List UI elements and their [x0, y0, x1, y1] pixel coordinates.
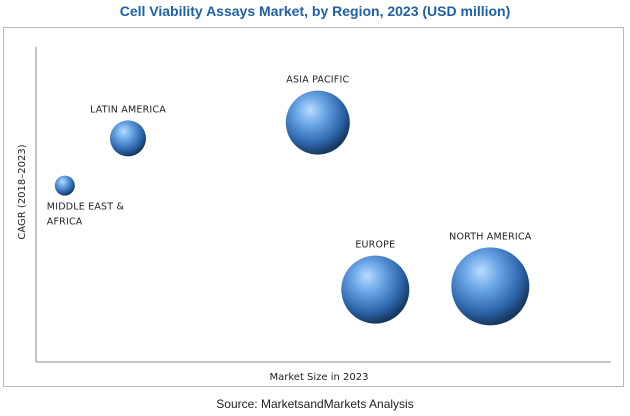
- bubble-label-latin-america: LATIN AMERICA: [90, 104, 166, 115]
- bubble-series: MIDDLE EAST & AFRICA LATIN AMERICA ASIA PAC…: [47, 75, 532, 326]
- bubble-label-line: AFRICA: [47, 217, 83, 228]
- chart-frame: [3, 27, 624, 387]
- bubble-middle-east-africa: [54, 175, 75, 196]
- bubble-north-america: [451, 247, 530, 326]
- y-axis-label: CAGR (2018–2023): [17, 144, 28, 239]
- bubble-europe: [341, 255, 410, 324]
- bubble-label-europe: EUROPE: [355, 240, 395, 251]
- chart-title: Cell Viability Assays Market, by Region,…: [119, 3, 511, 19]
- source-note: Source: MarketsandMarkets Analysis: [216, 397, 414, 411]
- bubble-label-middle-east-africa: MIDDLE EAST & AFRICA: [47, 202, 125, 228]
- bubble-latin-america: [110, 120, 146, 157]
- bubble-asia-pacific: [285, 90, 350, 155]
- bubble-label-north-america: NORTH AMERICA: [449, 231, 532, 242]
- bubble-label-line: MIDDLE EAST &: [47, 202, 125, 213]
- x-axis-label: Market Size in 2023: [269, 372, 368, 383]
- bubble-label-asia-pacific: ASIA PACIFIC: [286, 75, 349, 86]
